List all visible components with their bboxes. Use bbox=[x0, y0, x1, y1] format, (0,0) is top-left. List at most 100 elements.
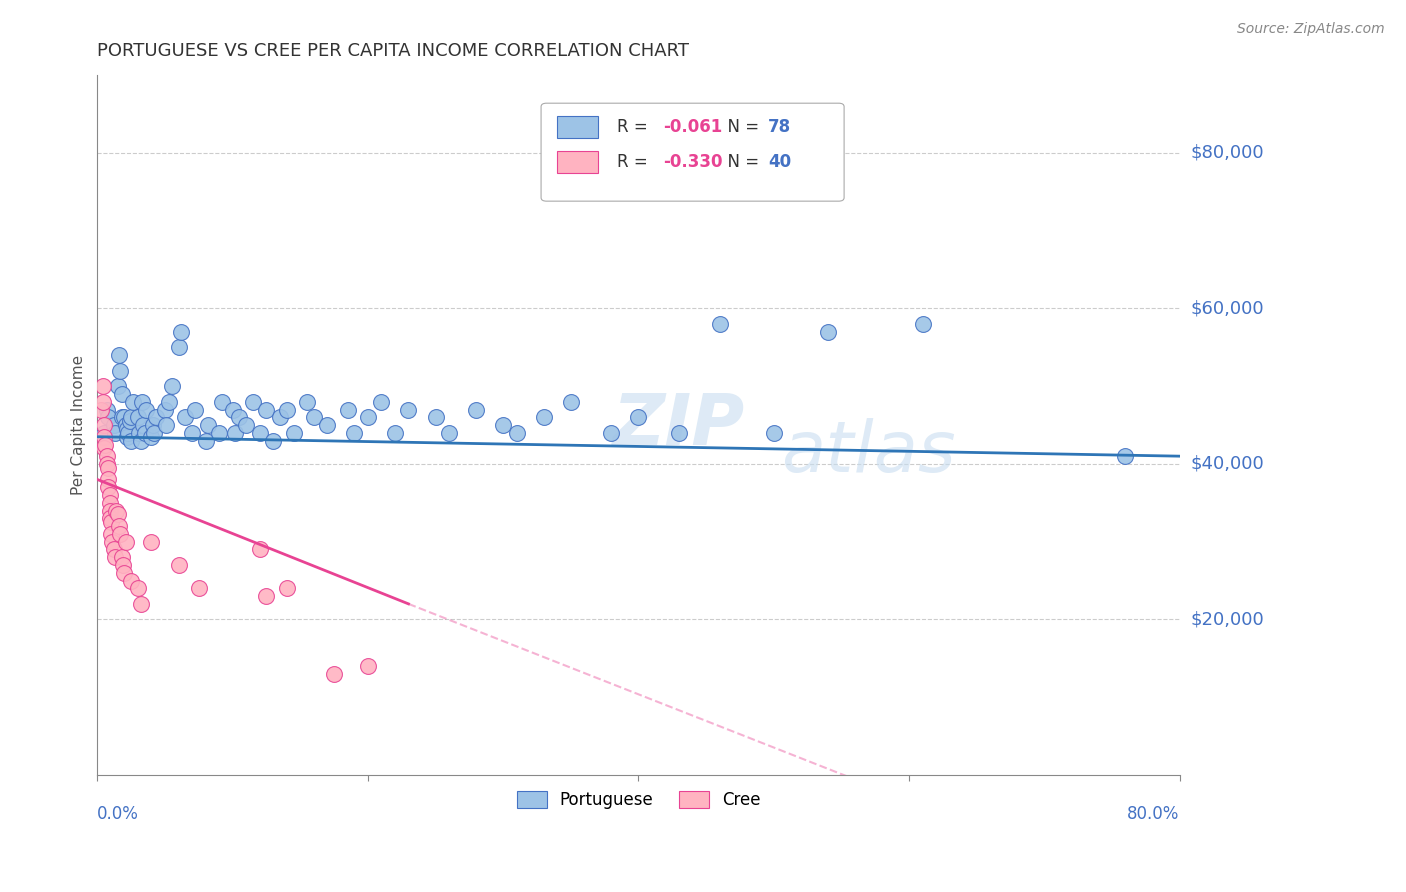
Y-axis label: Per Capita Income: Per Capita Income bbox=[72, 355, 86, 495]
Point bbox=[115, 422, 138, 436]
Point bbox=[100, 515, 122, 529]
Point bbox=[120, 434, 142, 448]
Point bbox=[160, 379, 183, 393]
Point bbox=[343, 425, 366, 440]
Point bbox=[627, 410, 650, 425]
Point bbox=[121, 394, 143, 409]
Text: -0.330: -0.330 bbox=[664, 153, 723, 171]
Point bbox=[93, 442, 115, 456]
Point bbox=[97, 473, 120, 487]
Text: R =: R = bbox=[617, 153, 652, 171]
Point bbox=[762, 425, 785, 440]
Point bbox=[295, 394, 318, 409]
Point bbox=[269, 410, 291, 425]
Point bbox=[108, 348, 131, 362]
Text: R =: R = bbox=[617, 118, 652, 136]
Point bbox=[111, 410, 134, 425]
Point bbox=[114, 534, 136, 549]
Point bbox=[276, 402, 298, 417]
Point bbox=[316, 418, 339, 433]
Point bbox=[262, 434, 284, 448]
Point bbox=[129, 434, 152, 448]
Point bbox=[208, 425, 231, 440]
Point bbox=[1114, 449, 1136, 463]
Point bbox=[132, 418, 155, 433]
Point bbox=[110, 364, 132, 378]
Point bbox=[533, 410, 555, 425]
Point bbox=[492, 418, 515, 433]
Point bbox=[120, 574, 142, 588]
Text: $20,000: $20,000 bbox=[1191, 610, 1264, 629]
Point bbox=[187, 582, 209, 596]
Point bbox=[98, 503, 121, 517]
Point bbox=[112, 558, 135, 572]
Point bbox=[98, 496, 121, 510]
Point bbox=[118, 414, 141, 428]
Point bbox=[228, 410, 250, 425]
Point bbox=[91, 379, 114, 393]
Point bbox=[105, 503, 128, 517]
Point bbox=[221, 402, 243, 417]
Point bbox=[911, 317, 934, 331]
Point bbox=[111, 387, 134, 401]
Point bbox=[96, 449, 118, 463]
Text: atlas: atlas bbox=[782, 417, 956, 487]
Point bbox=[142, 418, 165, 433]
Point bbox=[302, 410, 325, 425]
Point bbox=[107, 379, 129, 393]
Point bbox=[437, 425, 460, 440]
Point bbox=[93, 418, 115, 433]
Point bbox=[224, 425, 246, 440]
Point bbox=[323, 666, 346, 681]
Point bbox=[194, 434, 217, 448]
Point bbox=[283, 425, 305, 440]
Text: N =: N = bbox=[717, 153, 765, 171]
Text: -0.061: -0.061 bbox=[664, 118, 723, 136]
Point bbox=[153, 402, 176, 417]
Point bbox=[112, 410, 135, 425]
Point bbox=[600, 425, 623, 440]
Point bbox=[98, 488, 121, 502]
Point bbox=[93, 430, 115, 444]
Point bbox=[129, 597, 152, 611]
Point bbox=[143, 425, 166, 440]
Point bbox=[256, 402, 278, 417]
Point bbox=[103, 542, 125, 557]
Point bbox=[174, 410, 197, 425]
Point bbox=[128, 425, 150, 440]
Point bbox=[181, 425, 204, 440]
Point bbox=[97, 480, 120, 494]
Text: N =: N = bbox=[717, 118, 765, 136]
Point bbox=[93, 425, 115, 440]
Point bbox=[357, 410, 380, 425]
Point bbox=[127, 410, 149, 425]
Point bbox=[108, 519, 131, 533]
Legend: Portuguese, Cree: Portuguese, Cree bbox=[510, 784, 768, 815]
Bar bbox=[557, 116, 599, 138]
Point bbox=[249, 542, 271, 557]
Point bbox=[90, 402, 112, 417]
Point bbox=[120, 410, 142, 425]
Point bbox=[110, 527, 132, 541]
Point bbox=[465, 402, 488, 417]
Point bbox=[211, 394, 233, 409]
FancyBboxPatch shape bbox=[541, 103, 844, 202]
Point bbox=[370, 394, 392, 409]
Point bbox=[425, 410, 447, 425]
Point bbox=[256, 589, 278, 603]
Point bbox=[357, 659, 380, 673]
Point bbox=[560, 394, 582, 409]
Point bbox=[249, 425, 271, 440]
Text: 80.0%: 80.0% bbox=[1128, 805, 1180, 823]
Point bbox=[96, 402, 118, 417]
Text: ZIP: ZIP bbox=[613, 391, 745, 459]
Point bbox=[127, 582, 149, 596]
Point bbox=[145, 410, 167, 425]
Point bbox=[115, 430, 138, 444]
Point bbox=[107, 508, 129, 522]
Point bbox=[117, 425, 139, 440]
Point bbox=[167, 558, 190, 572]
Point bbox=[184, 402, 207, 417]
Point bbox=[101, 534, 124, 549]
Text: $60,000: $60,000 bbox=[1191, 300, 1264, 318]
